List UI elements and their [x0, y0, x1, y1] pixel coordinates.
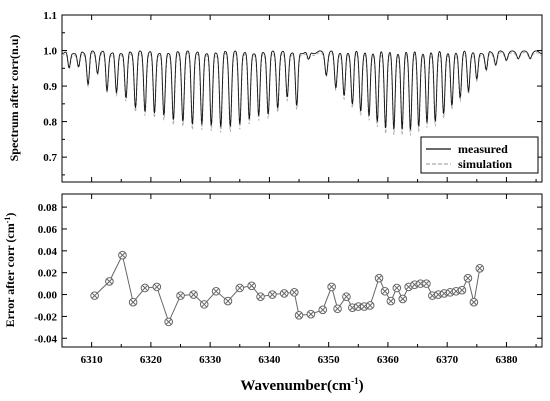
error-point	[327, 282, 336, 292]
error-point	[306, 309, 316, 319]
error-point	[294, 311, 304, 320]
error-series	[90, 250, 485, 327]
x-tick-label: 6370	[436, 354, 459, 366]
error-point	[235, 283, 245, 293]
x-tick-label: 6380	[495, 354, 518, 366]
error-point	[318, 305, 328, 315]
error-point	[268, 290, 277, 299]
error-point	[289, 288, 299, 297]
error-line	[94, 253, 481, 324]
error-point	[90, 291, 99, 300]
error-y-tick-label: 0.04	[38, 246, 58, 258]
x-tick-label: 6310	[81, 354, 104, 366]
error-point	[422, 279, 431, 288]
x-tick-label: 6320	[140, 354, 163, 366]
x-tick-label: 6360	[377, 354, 400, 366]
error-point	[189, 290, 198, 299]
error-point	[211, 286, 221, 296]
error-plot-frame	[61, 193, 543, 348]
error-point	[199, 300, 209, 309]
error-point	[223, 296, 233, 306]
error-point	[140, 283, 150, 293]
x-tick-label: 6340	[258, 354, 281, 366]
error-point	[118, 250, 127, 260]
spectrum-y-tick-label: 0.7	[43, 152, 57, 164]
spectrum-y-tick-label: 0.9	[43, 81, 57, 93]
error-point	[416, 279, 425, 288]
legend-label-measured: measured	[458, 142, 508, 156]
error-point	[374, 273, 384, 283]
error-point	[105, 277, 114, 286]
error-point	[398, 294, 408, 304]
series-line-measured	[62, 50, 542, 130]
error-point	[247, 281, 256, 291]
spectrum-y-tick-label: 1.1	[43, 10, 57, 22]
error-point	[333, 304, 342, 314]
error-point	[392, 283, 402, 293]
error-point	[463, 273, 473, 283]
error-y-tick-label: -0.04	[34, 333, 57, 345]
spectrum-panel: 0.7 0.8 0.9 1.0 1.1 Spectrum after corr(n.u)…	[7, 10, 543, 183]
error-point	[386, 296, 396, 306]
error-y-axis-label: Error after corr (cm-1)	[3, 213, 17, 328]
error-y-tick-label: 0.02	[38, 268, 58, 280]
legend: measured simulation	[420, 136, 539, 174]
error-point	[380, 286, 390, 296]
error-point	[176, 291, 185, 300]
legend-label-simulation: simulation	[458, 157, 512, 171]
legend-box	[420, 136, 539, 174]
error-point	[256, 292, 265, 302]
series-line-simulation	[62, 52, 542, 136]
error-panel: -0.04-0.020.000.020.040.060.08 6310 6320 6…	[3, 15, 543, 394]
error-y-tick-label: -0.02	[34, 311, 57, 323]
error-point	[457, 285, 467, 295]
error-point	[128, 297, 138, 307]
spectrum-y-ticks: 0.7 0.8 0.9 1.0 1.1	[43, 10, 542, 176]
error-point	[152, 282, 162, 292]
error-point	[342, 292, 351, 302]
error-point	[353, 302, 363, 311]
error-y-tick-label: 0.08	[38, 202, 58, 214]
x-tick-label: 6330	[199, 354, 222, 366]
error-y-ticks: -0.04 -0.02 0.00 0.02 0.04 0.06 0.08	[34, 202, 542, 345]
spectrum-y-tick-label: 1.0	[43, 46, 57, 58]
spectrum-y-axis-label: Spectrum after corr(n.u)	[7, 35, 21, 162]
spectrum-lines	[62, 50, 542, 136]
error-point	[279, 289, 289, 298]
error-point	[365, 301, 375, 310]
error-point	[469, 297, 479, 307]
spectrum-plot-frame	[61, 14, 543, 183]
error-y-tick-label: 0.06	[38, 224, 58, 236]
x-tick-label: 6350	[318, 354, 341, 366]
error-point	[164, 317, 173, 327]
x-axis-label: Wavenumber(cm-1)	[240, 376, 363, 394]
error-point	[475, 264, 485, 273]
error-y-tick-label: 0.00	[38, 290, 58, 302]
x-ticks: 6310 6320 6330 6340 6350 6360 6370 6380	[61, 15, 537, 366]
spectrum-y-tick-label: 0.8	[43, 117, 57, 129]
